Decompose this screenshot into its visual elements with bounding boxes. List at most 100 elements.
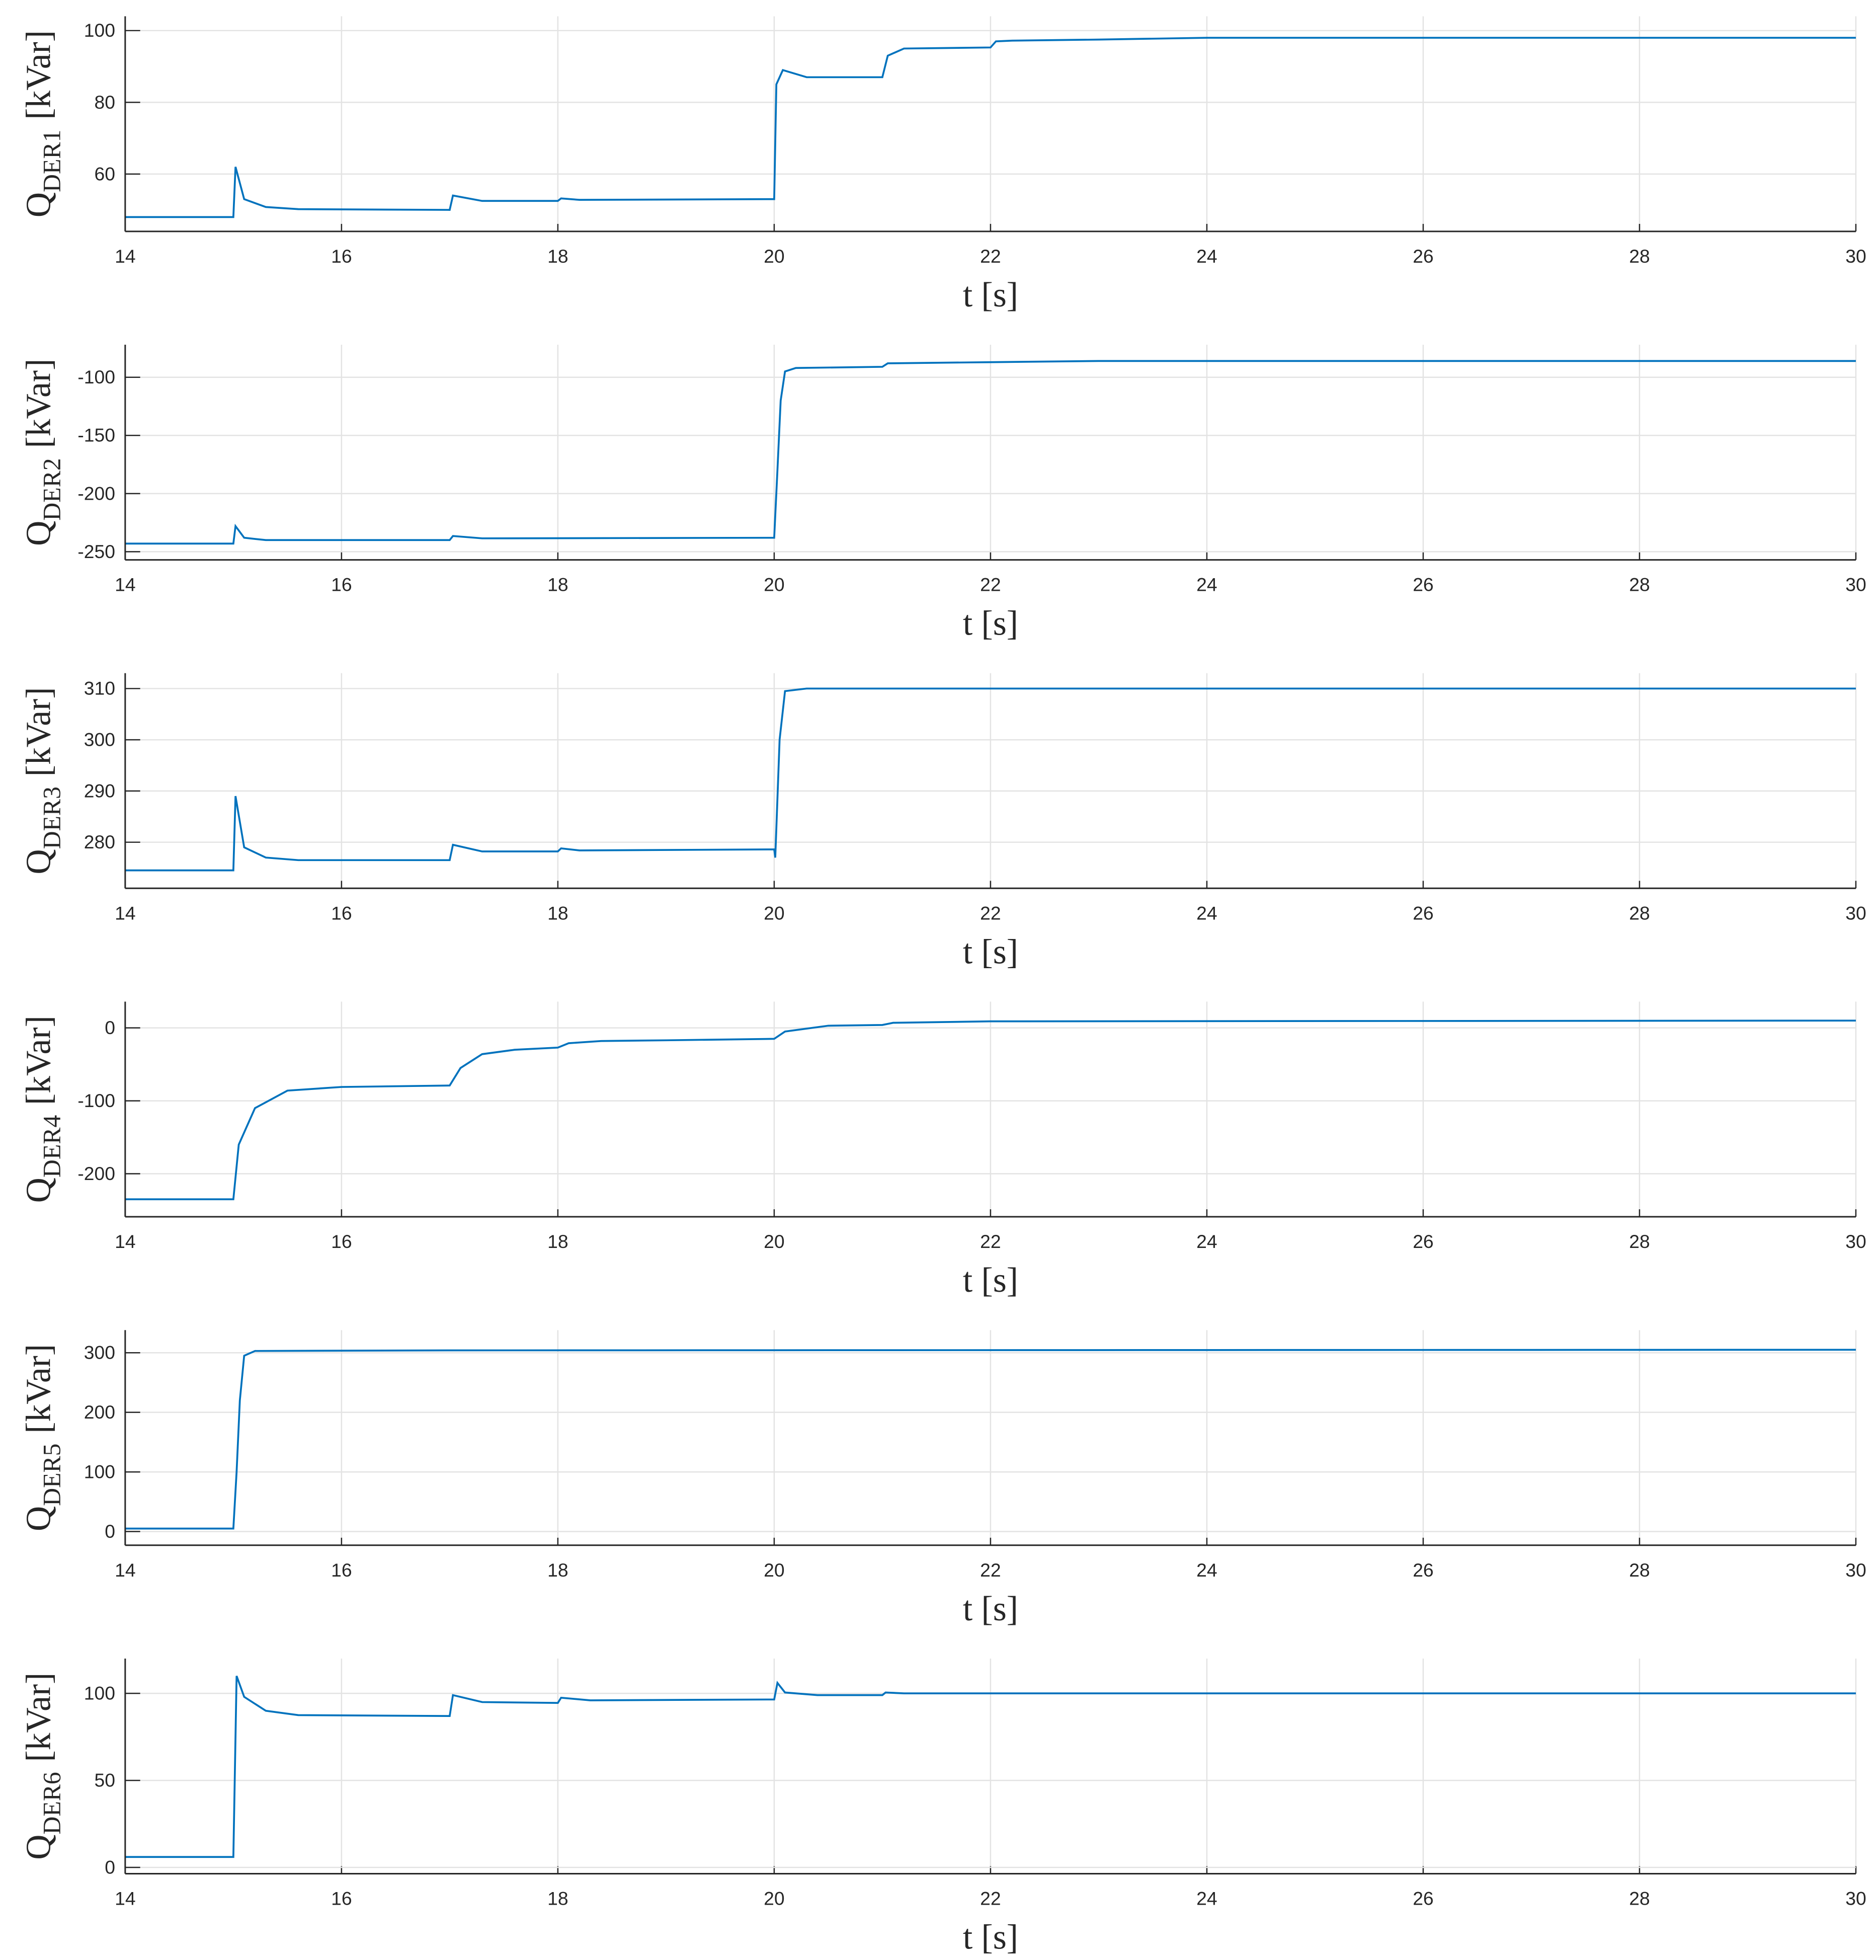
x-tick-label: 16 [331, 902, 352, 923]
x-axis-label: t [s] [963, 1918, 1018, 1957]
x-tick-label: 20 [764, 574, 784, 595]
y-label-unit: [kVar] [20, 1673, 58, 1762]
x-tick-label: 18 [547, 1231, 568, 1252]
y-label-unit: [kVar] [20, 30, 58, 120]
y-tick-label: 100 [84, 1461, 115, 1482]
x-tick-label: 22 [980, 902, 1001, 923]
x-tick-label: 24 [1196, 1231, 1217, 1252]
y-label-unit: [kVar] [20, 687, 58, 776]
y-tick-label: 280 [84, 831, 115, 852]
x-tick-label: 16 [331, 1231, 352, 1252]
y-tick-label: 0 [105, 1856, 115, 1877]
y-label-symbol: Q [20, 849, 58, 874]
x-tick-label: 24 [1196, 246, 1217, 267]
y-label-unit: [kVar] [20, 1015, 58, 1105]
y-tick-label: -250 [77, 541, 115, 562]
x-tick-label: 20 [764, 246, 784, 267]
y-tick-label: 0 [105, 1521, 115, 1542]
x-tick-label: 14 [115, 1231, 135, 1252]
x-tick-label: 24 [1196, 1559, 1217, 1581]
x-tick-label: 24 [1196, 574, 1217, 595]
x-tick-label: 22 [980, 1231, 1001, 1252]
y-tick-label: 80 [94, 92, 115, 113]
y-label-subscript: DER3 [38, 787, 66, 849]
y-tick-label: 100 [84, 20, 115, 41]
y-label-subscript: DER6 [38, 1772, 66, 1834]
data-line [125, 360, 1856, 545]
y-tick-label: -200 [77, 483, 115, 504]
x-axis-label: t [s] [963, 1590, 1018, 1628]
x-tick-label: 28 [1629, 574, 1650, 595]
x-tick-label: 30 [1845, 1888, 1866, 1909]
x-axis-label: t [s] [963, 276, 1018, 315]
x-tick-label: 20 [764, 1559, 784, 1581]
y-axis-label: QDER3 [kVar] [20, 687, 66, 874]
y-tick-label: 300 [84, 729, 115, 750]
y-label-unit: [kVar] [20, 359, 58, 448]
y-tick-label: 50 [94, 1770, 115, 1791]
subplot: 14 16 18 20 22 24 26 28 30 0 50 100 t [s] QDER6 [kVar] [20, 1658, 1866, 1957]
x-tick-label: 22 [980, 574, 1001, 595]
y-axis-label: QDER2 [kVar] [20, 359, 66, 546]
x-tick-label: 22 [980, 1559, 1001, 1581]
data-line [125, 1020, 1856, 1201]
x-tick-label: 30 [1845, 574, 1866, 595]
x-tick-label: 18 [547, 1888, 568, 1909]
y-tick-label: 60 [94, 163, 115, 184]
x-tick-label: 30 [1845, 902, 1866, 923]
y-label-subscript: DER1 [38, 130, 66, 192]
x-tick-label: 26 [1413, 246, 1433, 267]
x-tick-label: 24 [1196, 1888, 1217, 1909]
x-tick-label: 30 [1845, 1231, 1866, 1252]
subplot: 14 16 18 20 22 24 26 28 30 -250 -200 -150 -100 t [s] Q… [20, 345, 1866, 643]
y-tick-label: 100 [84, 1683, 115, 1704]
y-axis-label: QDER4 [kVar] [20, 1015, 66, 1203]
y-label-symbol: Q [20, 1178, 58, 1203]
x-tick-label: 16 [331, 574, 352, 595]
x-tick-label: 28 [1629, 902, 1650, 923]
y-label-symbol: Q [20, 1506, 58, 1531]
y-label-symbol: Q [20, 1835, 58, 1860]
x-tick-label: 14 [115, 1888, 135, 1909]
x-tick-label: 18 [547, 902, 568, 923]
x-axis-label: t [s] [963, 1261, 1018, 1300]
x-tick-label: 16 [331, 246, 352, 267]
x-tick-label: 26 [1413, 902, 1433, 923]
x-tick-label: 30 [1845, 1559, 1866, 1581]
x-tick-label: 26 [1413, 1888, 1433, 1909]
subplot: 14 16 18 20 22 24 26 28 30 -200 -100 0 t [s] QDER4 [kV… [20, 1001, 1866, 1300]
x-tick-label: 28 [1629, 1559, 1650, 1581]
x-tick-label: 26 [1413, 574, 1433, 595]
y-tick-label: 310 [84, 678, 115, 699]
y-tick-label: 300 [84, 1342, 115, 1363]
x-tick-label: 18 [547, 1559, 568, 1581]
x-tick-label: 16 [331, 1888, 352, 1909]
x-tick-label: 24 [1196, 902, 1217, 923]
x-tick-label: 18 [547, 574, 568, 595]
x-tick-label: 20 [764, 1888, 784, 1909]
x-tick-label: 28 [1629, 1231, 1650, 1252]
y-tick-label: -150 [77, 425, 115, 446]
y-axis-label: QDER1 [kVar] [20, 30, 66, 217]
x-tick-label: 22 [980, 246, 1001, 267]
x-tick-label: 30 [1845, 246, 1866, 267]
x-tick-label: 14 [115, 902, 135, 923]
x-axis-label: t [s] [963, 932, 1018, 971]
x-tick-label: 14 [115, 574, 135, 595]
x-tick-label: 22 [980, 1888, 1001, 1909]
x-tick-label: 14 [115, 1559, 135, 1581]
x-tick-label: 18 [547, 246, 568, 267]
x-tick-label: 26 [1413, 1231, 1433, 1252]
y-label-symbol: Q [20, 521, 58, 546]
subplot: 14 16 18 20 22 24 26 28 30 280 290 300 310 t [s] QDER3… [20, 673, 1866, 971]
data-line [125, 1675, 1856, 1858]
data-line [125, 37, 1856, 218]
y-tick-label: 290 [84, 780, 115, 801]
y-tick-label: -200 [77, 1163, 115, 1184]
y-label-symbol: Q [20, 192, 58, 217]
y-tick-label: -100 [77, 1090, 115, 1111]
data-line [125, 1349, 1856, 1530]
